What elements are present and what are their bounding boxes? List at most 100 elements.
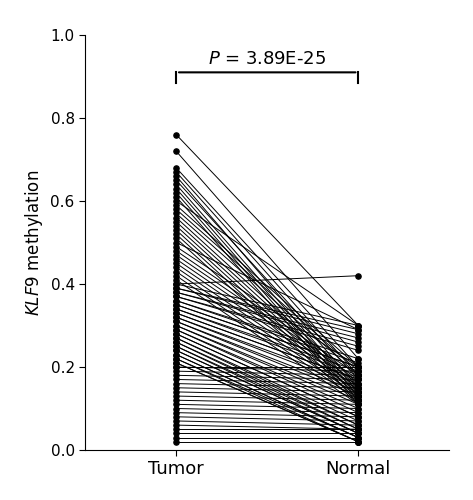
Point bbox=[172, 238, 180, 246]
Point bbox=[172, 346, 180, 354]
Point bbox=[355, 346, 362, 354]
Point bbox=[172, 342, 180, 350]
Point bbox=[355, 384, 362, 392]
Point bbox=[355, 384, 362, 392]
Point bbox=[172, 350, 180, 358]
Point bbox=[172, 276, 180, 284]
Point bbox=[172, 400, 180, 408]
Point bbox=[172, 359, 180, 367]
Point bbox=[355, 417, 362, 425]
Point bbox=[172, 363, 180, 371]
Point bbox=[172, 363, 180, 371]
Point bbox=[172, 288, 180, 296]
Point bbox=[355, 408, 362, 416]
Point bbox=[172, 201, 180, 209]
Point bbox=[172, 425, 180, 433]
Point bbox=[355, 334, 362, 342]
Point bbox=[355, 376, 362, 384]
Point bbox=[355, 388, 362, 396]
Point bbox=[355, 434, 362, 442]
Point bbox=[355, 354, 362, 362]
Point bbox=[172, 326, 180, 334]
Point bbox=[355, 384, 362, 392]
Point bbox=[355, 400, 362, 408]
Point bbox=[172, 359, 180, 367]
Point bbox=[355, 372, 362, 380]
Point bbox=[172, 255, 180, 263]
Point bbox=[355, 326, 362, 334]
Point bbox=[172, 330, 180, 338]
Point bbox=[172, 268, 180, 276]
Point bbox=[355, 421, 362, 429]
Point bbox=[172, 388, 180, 396]
Point bbox=[172, 206, 180, 214]
Point bbox=[172, 346, 180, 354]
Point bbox=[355, 380, 362, 388]
Point bbox=[355, 417, 362, 425]
Point bbox=[172, 284, 180, 292]
Point bbox=[355, 438, 362, 446]
Point bbox=[355, 359, 362, 367]
Point bbox=[172, 313, 180, 321]
Point bbox=[172, 338, 180, 346]
Point bbox=[355, 322, 362, 330]
Point bbox=[355, 388, 362, 396]
Point bbox=[355, 396, 362, 404]
Point bbox=[172, 318, 180, 326]
Point bbox=[172, 172, 180, 180]
Point bbox=[172, 367, 180, 375]
Point bbox=[355, 376, 362, 384]
Point bbox=[355, 363, 362, 371]
Point bbox=[172, 421, 180, 429]
Point bbox=[355, 438, 362, 446]
Point bbox=[172, 222, 180, 230]
Point bbox=[172, 434, 180, 442]
Point bbox=[355, 396, 362, 404]
Point bbox=[355, 372, 362, 380]
Point bbox=[355, 272, 362, 280]
Text: $\it{P}$ = 3.89E-25: $\it{P}$ = 3.89E-25 bbox=[208, 50, 326, 68]
Point bbox=[172, 417, 180, 425]
Point bbox=[355, 396, 362, 404]
Point bbox=[355, 367, 362, 375]
Point bbox=[355, 430, 362, 438]
Point bbox=[172, 280, 180, 288]
Point bbox=[355, 376, 362, 384]
Point bbox=[172, 384, 180, 392]
Point bbox=[172, 305, 180, 313]
Point bbox=[172, 408, 180, 416]
Point bbox=[172, 147, 180, 155]
Point bbox=[172, 288, 180, 296]
Point bbox=[172, 197, 180, 205]
Point bbox=[172, 313, 180, 321]
Point bbox=[355, 430, 362, 438]
Point bbox=[355, 400, 362, 408]
Point bbox=[172, 296, 180, 304]
Point bbox=[355, 322, 362, 330]
Point bbox=[355, 367, 362, 375]
Point bbox=[172, 218, 180, 226]
Point bbox=[355, 384, 362, 392]
Point bbox=[355, 338, 362, 346]
Point bbox=[355, 363, 362, 371]
Point bbox=[172, 292, 180, 300]
Point bbox=[355, 392, 362, 400]
Point bbox=[355, 372, 362, 380]
Point bbox=[172, 280, 180, 288]
Point bbox=[172, 242, 180, 250]
Point bbox=[172, 234, 180, 242]
Point bbox=[172, 354, 180, 362]
Point bbox=[172, 350, 180, 358]
Point bbox=[172, 300, 180, 308]
Point bbox=[172, 264, 180, 272]
Point bbox=[172, 259, 180, 267]
Point bbox=[355, 430, 362, 438]
Point bbox=[172, 247, 180, 255]
Point bbox=[172, 413, 180, 421]
Point bbox=[355, 421, 362, 429]
Point bbox=[355, 404, 362, 412]
Point bbox=[172, 210, 180, 218]
Point bbox=[355, 380, 362, 388]
Point bbox=[355, 413, 362, 421]
Point bbox=[355, 425, 362, 433]
